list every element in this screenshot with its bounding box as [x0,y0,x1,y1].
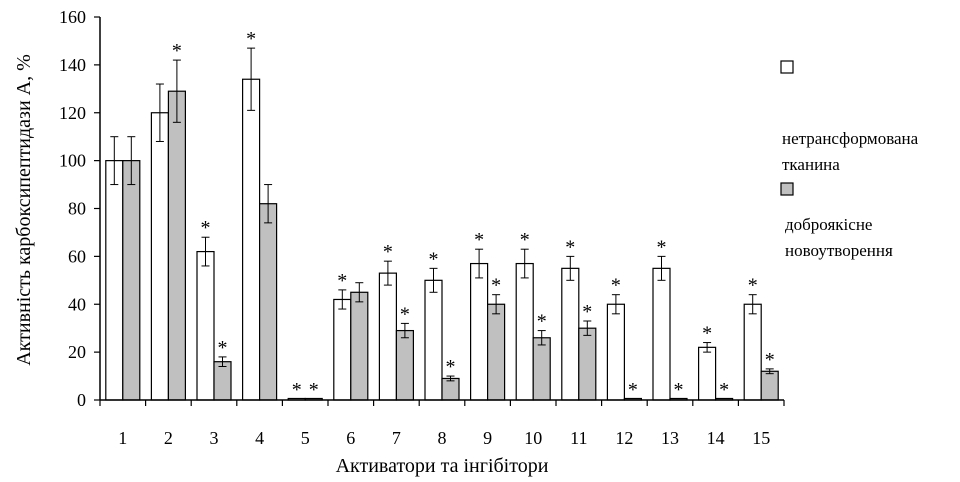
bar-series-1-cat-1 [105,160,124,401]
x-tick-label: 13 [661,428,679,448]
x-tick-label: 6 [346,428,355,448]
bar-series-2-cat-8 [441,377,460,401]
legend-label-untransformed-line2: тканина [782,155,840,174]
y-tick-label: 80 [68,199,86,219]
bar-series-1-cat-15 [743,303,762,401]
significance-star: * [383,241,393,263]
significance-star: * [491,275,501,297]
significance-star: * [474,229,484,251]
bar-series-2-cat-11 [578,327,597,401]
bar-series-1-cat-12 [606,303,626,401]
significance-star: * [446,356,456,378]
significance-star: * [628,379,638,401]
bar-series-1-cat-3 [196,250,215,401]
y-tick-label: 160 [59,7,86,27]
x-tick-label: 2 [164,428,173,448]
significance-star: * [719,379,729,401]
bars-layer [105,78,779,401]
legend-label-benign-line1: доброякісне [785,215,872,234]
significance-star: * [201,217,211,239]
significance-star: * [565,236,575,258]
significance-star: * [309,379,319,401]
x-tick-label: 4 [255,428,264,448]
significance-star: * [537,311,547,333]
axes [94,16,785,406]
x-tick-labels: 1 2 3 4 5 6 7 8 9 10 11 12 13 14 15 [118,428,770,448]
x-tick-label: 3 [210,428,219,448]
bar-series-2-cat-3 [213,361,232,401]
error-bars-layer [110,47,774,382]
x-tick-label: 14 [707,428,725,448]
bar-series-1-cat-7 [378,272,397,401]
y-tick-label: 100 [59,151,86,171]
legend: нетрансформована тканина доброякісне нов… [780,60,919,260]
bar-series-2-cat-4 [259,203,278,401]
y-tick-label: 60 [68,246,86,266]
legend-label-untransformed-line1: нетрансформована [782,129,919,148]
y-tick-labels: 0 20 40 60 80 100 120 140 160 [59,7,86,410]
significance-markers: * * * * * * * * * * * * * * * * * * * * * * * * * [172,28,775,401]
bar-series-1-cat-6 [333,298,352,401]
y-tick-label: 40 [68,294,86,314]
x-tick-label: 5 [301,428,310,448]
significance-star: * [765,349,775,371]
legend-swatch-untransformed [780,60,794,74]
x-tick-label: 9 [483,428,492,448]
bar-series-1-cat-4 [242,78,261,401]
bar-series-1-cat-14 [697,346,717,401]
bar-series-2-cat-9 [487,303,506,401]
y-tick-label: 140 [59,55,86,75]
x-tick-label: 8 [438,428,447,448]
legend-label-benign-line2: новоутворення [785,241,893,260]
x-tick-label: 11 [570,428,587,448]
x-tick-label: 7 [392,428,401,448]
bar-series-1-cat-13 [652,267,671,401]
significance-star: * [657,236,667,258]
significance-star: * [172,40,182,62]
significance-star: * [702,323,712,345]
bar-series-2-cat-1 [122,160,141,401]
significance-star: * [582,301,592,323]
bar-series-2-cat-6 [350,291,369,401]
bar-series-2-cat-7 [395,329,414,401]
y-tick-label: 20 [68,342,86,362]
bar-series-2-cat-2 [167,90,186,401]
legend-swatch-benign [780,182,794,196]
bar-series-2-cat-15 [760,370,779,401]
x-tick-label: 10 [524,428,542,448]
bar-series-1-cat-8 [424,279,443,401]
significance-star: * [246,28,256,50]
significance-star: * [429,248,439,270]
significance-star: * [748,275,758,297]
significance-star: * [400,303,410,325]
bar-series-1-cat-2 [150,112,169,401]
significance-star: * [611,275,621,297]
significance-star: * [674,379,684,401]
significance-star: * [337,270,347,292]
x-axis-title: Активатори та інгібітори [336,455,549,477]
significance-star: * [520,229,530,251]
y-tick-label: 120 [59,103,86,123]
x-tick-label: 15 [752,428,770,448]
significance-star: * [292,379,302,401]
x-tick-label: 1 [118,428,127,448]
bar-series-2-cat-10 [532,337,551,401]
significance-star: * [218,337,228,359]
x-tick-label: 12 [615,428,633,448]
y-tick-label: 0 [77,390,86,410]
bar-series-1-cat-10 [515,262,534,401]
y-axis-title: Активність карбоксипептидази А, % [13,54,35,366]
bar-series-1-cat-9 [470,262,489,401]
bar-series-1-cat-11 [561,267,580,401]
